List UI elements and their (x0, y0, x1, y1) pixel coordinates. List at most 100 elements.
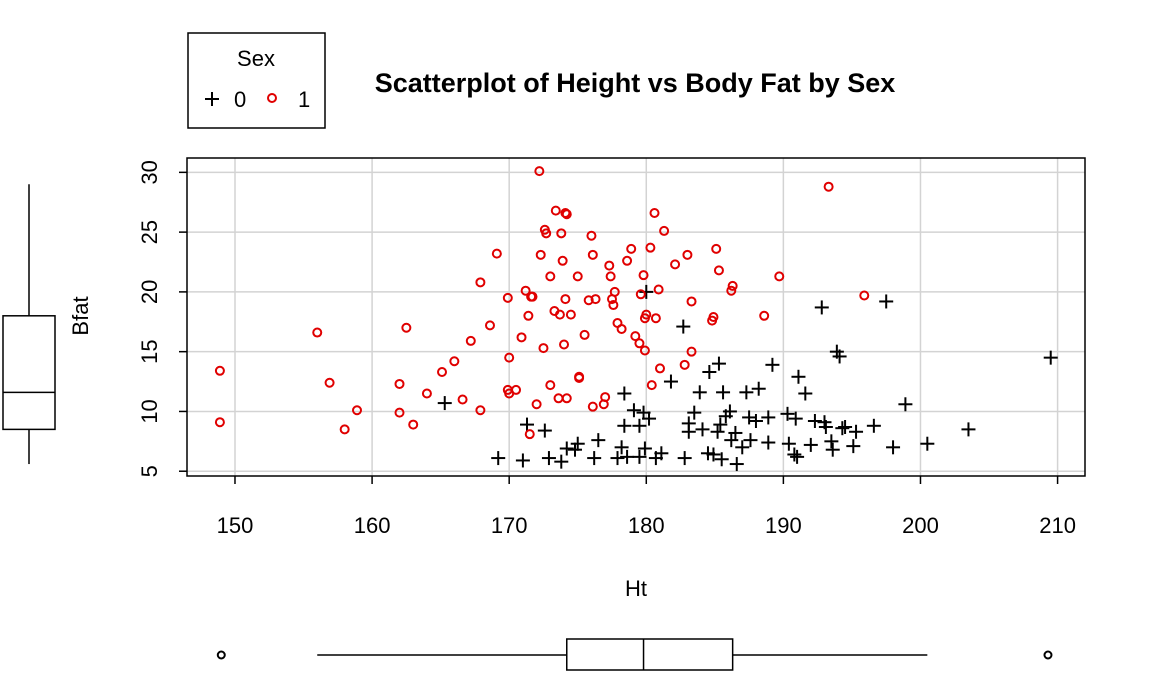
y-box-iqr (2, 315, 56, 431)
point-sex-1 (713, 265, 724, 276)
point-sex-0 (807, 414, 822, 429)
point-sex-0 (713, 417, 728, 432)
x-box-outlier (216, 650, 226, 660)
series-1-points (214, 166, 870, 440)
point-sex-1 (502, 292, 513, 303)
legend-title: Sex (237, 46, 275, 71)
point-sex-0 (614, 440, 629, 455)
point-sex-1 (475, 277, 486, 288)
point-sex-0 (620, 449, 635, 464)
point-sex-0 (714, 452, 729, 467)
point-sex-1 (823, 181, 834, 192)
y-tick-label: 10 (137, 399, 162, 423)
point-sex-0 (879, 294, 894, 309)
point-sex-0 (692, 385, 707, 400)
point-sex-1 (622, 255, 633, 266)
x-tick-label: 170 (491, 513, 528, 538)
point-sex-0 (743, 433, 758, 448)
y-tick-label: 20 (137, 280, 162, 304)
point-sex-0 (1043, 350, 1058, 365)
point-sex-1 (641, 309, 652, 320)
point-sex-1 (394, 407, 405, 418)
point-sex-1 (535, 249, 546, 260)
point-sex-0 (702, 364, 717, 379)
point-sex-1 (531, 399, 542, 410)
point-sex-1 (605, 271, 616, 282)
point-sex-1 (759, 310, 770, 321)
point-sex-1 (408, 419, 419, 430)
point-sex-1 (457, 394, 468, 405)
point-sex-0 (866, 418, 881, 433)
point-sex-0 (537, 423, 552, 438)
point-sex-0 (728, 425, 743, 440)
point-sex-0 (787, 447, 802, 462)
point-sex-1 (516, 332, 527, 343)
point-sex-0 (591, 433, 606, 448)
point-sex-0 (681, 416, 696, 431)
point-sex-1 (565, 309, 576, 320)
point-sex-1 (587, 401, 598, 412)
x-tick-label: 190 (765, 513, 802, 538)
x-box-outlier (1043, 650, 1053, 660)
point-sex-1 (556, 228, 567, 239)
point-sex-0 (541, 451, 556, 466)
y-axis-ticks: 5 10 15 20 25 30 (137, 160, 187, 477)
x-box-iqr (566, 638, 734, 671)
point-sex-0 (695, 422, 710, 437)
point-sex-0 (639, 284, 654, 299)
point-sex-1 (545, 271, 556, 282)
point-sex-0 (710, 424, 725, 439)
point-sex-1 (534, 166, 545, 177)
y-tick-label: 15 (137, 339, 162, 363)
point-sex-1 (726, 285, 737, 296)
x-tick-label: 150 (217, 513, 254, 538)
point-sex-0 (559, 441, 574, 456)
point-sex-1 (600, 392, 611, 403)
point-sex-0 (798, 386, 813, 401)
point-sex-1 (859, 290, 870, 301)
point-sex-0 (677, 451, 692, 466)
point-sex-1 (686, 346, 697, 357)
point-sex-0 (751, 381, 766, 396)
point-sex-1 (523, 310, 534, 321)
point-sex-0 (765, 357, 780, 372)
point-sex-0 (781, 436, 796, 451)
point-sex-0 (846, 439, 861, 454)
point-sex-0 (814, 300, 829, 315)
point-sex-1 (626, 243, 637, 254)
plot-frame (186, 157, 1086, 477)
point-sex-1 (421, 388, 432, 399)
point-sex-0 (788, 411, 803, 426)
point-sex-0 (722, 404, 737, 419)
point-sex-1 (449, 356, 460, 367)
point-sex-0 (515, 453, 530, 468)
series-0-points (437, 284, 1058, 472)
point-sex-0 (729, 457, 744, 472)
point-sex-1 (608, 300, 619, 311)
point-sex-1 (574, 372, 585, 383)
point-sex-1 (524, 429, 535, 440)
y-axis-label: Bfat (68, 296, 93, 335)
point-sex-0 (632, 449, 647, 464)
point-sex-0 (632, 418, 647, 433)
point-sex-1 (579, 329, 590, 340)
point-sex-0 (835, 421, 850, 436)
point-sex-1 (561, 209, 572, 220)
point-sex-0 (739, 385, 754, 400)
point-sex-1 (653, 284, 664, 295)
point-sex-0 (706, 447, 721, 462)
point-sex-1 (679, 359, 690, 370)
point-sex-0 (832, 349, 847, 364)
y-tick-label: 5 (137, 465, 162, 477)
point-sex-0 (676, 319, 691, 334)
point-sex-1 (590, 294, 601, 305)
point-sex-1 (557, 255, 568, 266)
point-sex-1 (645, 242, 656, 253)
point-sex-1 (520, 285, 531, 296)
point-sex-1 (312, 327, 323, 338)
point-sex-1 (339, 424, 350, 435)
point-sex-0 (748, 414, 763, 429)
point-sex-0 (716, 385, 731, 400)
point-sex-1 (394, 378, 405, 389)
